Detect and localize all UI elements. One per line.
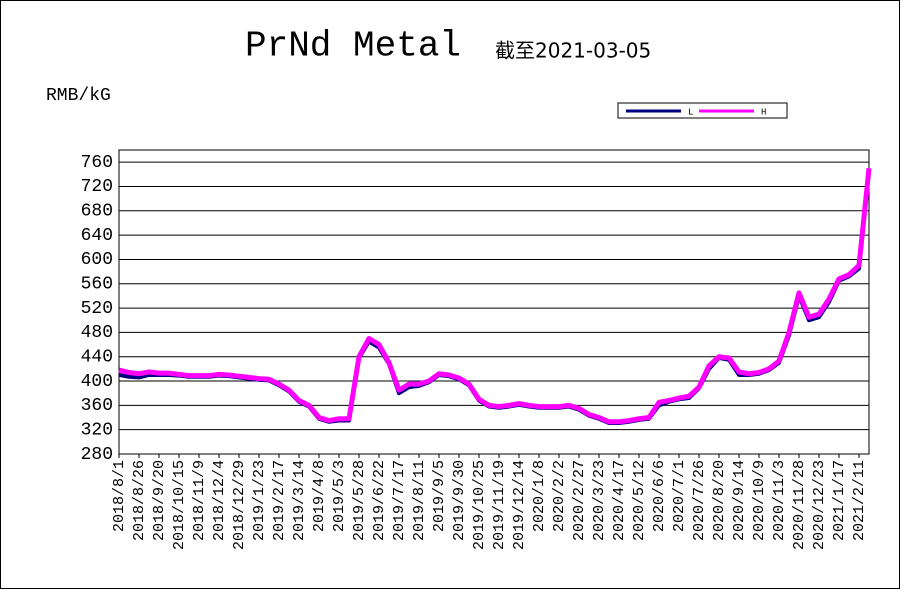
y-tick-label: 720 — [81, 177, 113, 197]
x-tick-label: 2021/1/17 — [831, 460, 848, 541]
y-axis-label: RMB/kG — [46, 86, 111, 106]
y-tick-label: 640 — [81, 226, 113, 246]
x-tick-label: 2020/9/14 — [731, 460, 748, 541]
y-tick-label: 440 — [81, 347, 113, 367]
y-tick-label: 480 — [81, 323, 113, 343]
x-tick-label: 2020/2/2 — [551, 460, 568, 532]
y-tick-label: 560 — [81, 275, 113, 295]
x-tick-label: 2018/12/29 — [231, 460, 248, 550]
x-tick-label: 2018/12/4 — [211, 460, 228, 541]
y-tick-label: 520 — [81, 299, 113, 319]
x-tick-label: 2019/5/28 — [351, 460, 368, 541]
x-tick-label: 2020/8/20 — [711, 460, 728, 541]
x-tick-label: 2019/3/14 — [291, 460, 308, 541]
x-tick-label: 2020/4/17 — [611, 460, 628, 541]
plot-area — [118, 149, 870, 455]
legend-label: L — [688, 107, 693, 117]
chart-title: PrNd Metal — [245, 26, 461, 67]
y-tick-label: 360 — [81, 396, 113, 416]
x-tick-label: 2020/7/1 — [671, 460, 688, 532]
legend-label: H — [761, 107, 766, 117]
x-tick-label: 2018/8/26 — [131, 460, 148, 541]
x-tick-label: 2021/2/11 — [851, 460, 868, 541]
y-tick-label: 280 — [81, 445, 113, 465]
x-tick-label: 2020/1/8 — [531, 460, 548, 532]
y-tick-label: 680 — [81, 202, 113, 222]
x-tick-label: 2019/10/25 — [471, 460, 488, 550]
x-tick-label: 2020/11/28 — [791, 460, 808, 550]
x-tick-label: 2019/7/17 — [391, 460, 408, 541]
x-tick-label: 2018/11/9 — [191, 460, 208, 541]
series-line — [118, 167, 872, 425]
x-tick-label: 2018/10/15 — [171, 460, 188, 550]
x-tick-label: 2019/11/19 — [491, 460, 508, 550]
x-tick-label: 2019/2/17 — [271, 460, 288, 541]
x-tick-label: 2020/6/6 — [651, 460, 668, 532]
x-tick-label: 2018/9/20 — [151, 460, 168, 541]
y-tick-label: 320 — [81, 420, 113, 440]
y-tick-label: 400 — [81, 372, 113, 392]
x-tick-label: 2019/12/14 — [511, 460, 528, 550]
chart-subtitle: 截至2021-03-05 — [495, 39, 651, 63]
x-tick-label: 2020/12/23 — [811, 460, 828, 550]
x-tick-label: 2019/1/23 — [251, 460, 268, 541]
x-tick-label: 2020/3/23 — [591, 460, 608, 541]
y-tick-label: 600 — [81, 250, 113, 270]
x-tick-label: 2019/8/11 — [411, 460, 428, 541]
x-tick-label: 2019/4/8 — [311, 460, 328, 532]
x-tick-label: 2020/10/9 — [751, 460, 768, 541]
x-tick-label: 2018/8/1 — [111, 460, 128, 532]
x-tick-label: 2020/11/3 — [771, 460, 788, 541]
y-tick-label: 760 — [81, 153, 113, 173]
x-tick-label: 2019/9/5 — [431, 460, 448, 532]
x-tick-label: 2019/5/3 — [331, 460, 348, 532]
x-tick-label: 2019/9/30 — [451, 460, 468, 541]
x-tick-label: 2020/5/12 — [631, 460, 648, 541]
x-tick-label: 2019/6/22 — [371, 460, 388, 541]
x-tick-label: 2020/7/26 — [691, 460, 708, 541]
x-tick-label: 2020/2/27 — [571, 460, 588, 541]
